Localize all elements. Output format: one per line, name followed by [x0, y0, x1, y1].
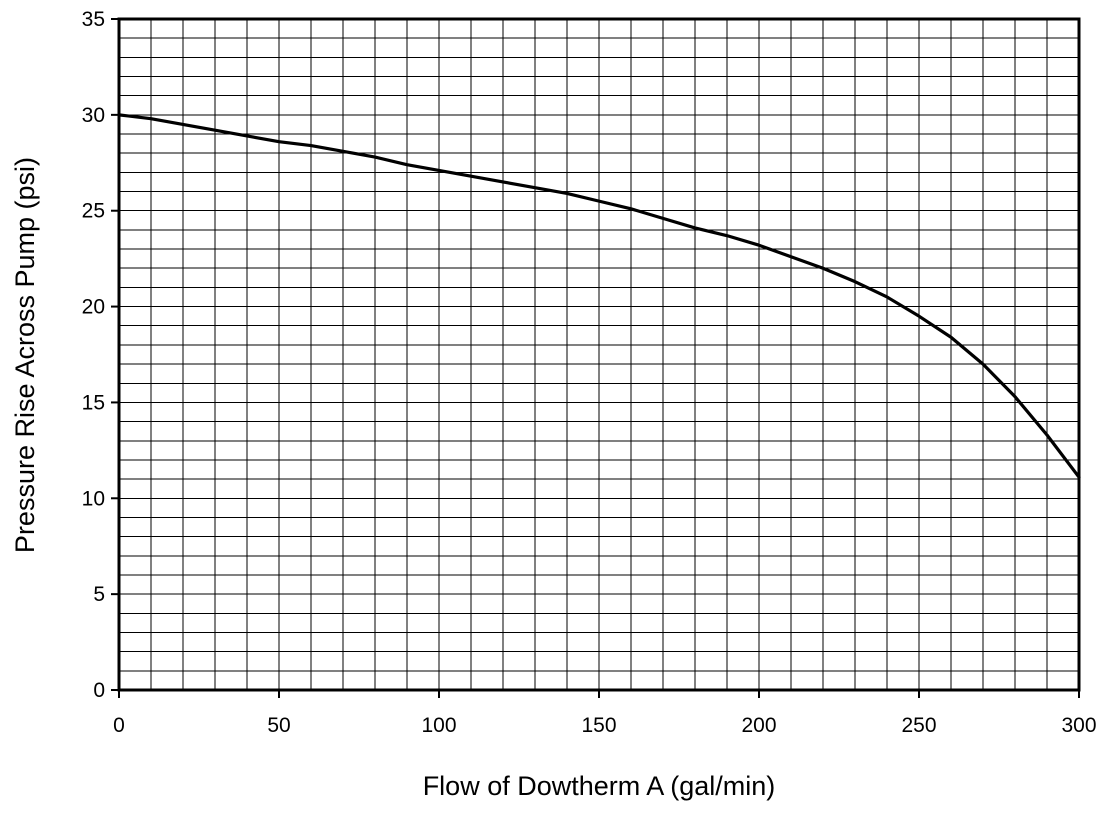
x-tick-label: 200	[741, 714, 776, 737]
x-tick-label: 0	[113, 714, 125, 737]
y-tick-label: 0	[93, 679, 105, 702]
y-tick-label: 20	[82, 296, 105, 319]
y-tick-label: 15	[82, 391, 105, 414]
grid-layer	[119, 19, 1079, 690]
y-axis-title: Pressure Rise Across Pump (psi)	[10, 157, 40, 553]
x-tick-label: 150	[581, 714, 616, 737]
line-layer	[117, 113, 1081, 479]
x-tick-label: 300	[1061, 714, 1096, 737]
y-tick-label: 35	[82, 8, 105, 31]
tick-layer: 0 50 100 150 200 250 300 0 5 10 15 20 25 30 35	[82, 8, 1097, 737]
y-tick-label: 10	[82, 487, 105, 510]
y-tick-label: 30	[82, 104, 105, 127]
x-tick-label: 100	[421, 714, 456, 737]
x-tick-label: 50	[267, 714, 290, 737]
series-line-1	[117, 113, 1081, 479]
y-tick-label: 25	[82, 200, 105, 223]
x-axis-title: Flow of Dowtherm A (gal/min)	[423, 771, 776, 801]
y-tick-label: 5	[93, 583, 105, 606]
x-tick-label: 250	[901, 714, 936, 737]
